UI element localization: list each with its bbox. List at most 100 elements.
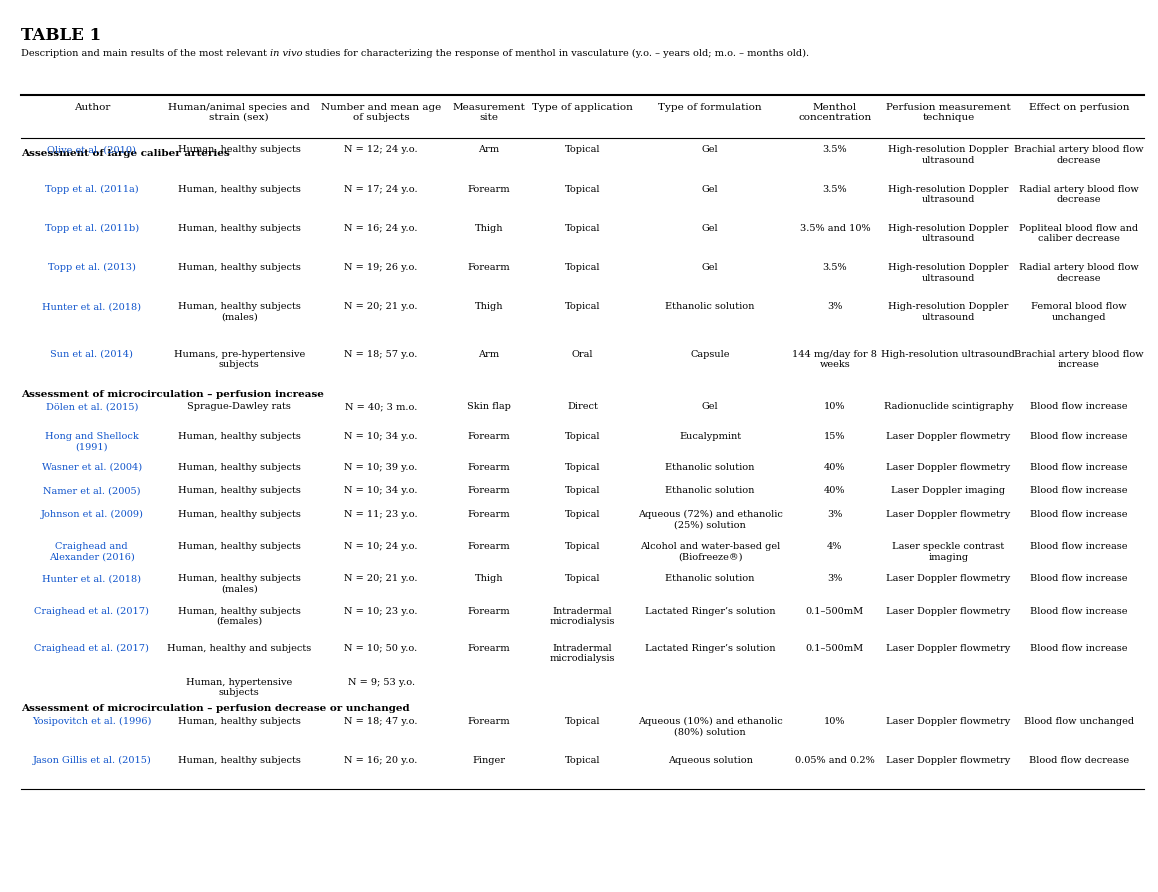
Text: Forearm: Forearm xyxy=(468,510,511,519)
Text: Laser Doppler imaging: Laser Doppler imaging xyxy=(892,486,1005,495)
Text: High-resolution Doppler
ultrasound: High-resolution Doppler ultrasound xyxy=(888,302,1009,322)
Text: Blood flow increase: Blood flow increase xyxy=(1031,402,1128,411)
Text: N = 16; 24 y.o.: N = 16; 24 y.o. xyxy=(344,224,418,233)
Text: N = 20; 21 y.o.: N = 20; 21 y.o. xyxy=(344,302,418,311)
Text: studies for characterizing the response of menthol in vasculature (y.o. – years : studies for characterizing the response … xyxy=(302,49,809,58)
Text: Blood flow increase: Blood flow increase xyxy=(1031,486,1128,495)
Text: Forearm: Forearm xyxy=(468,542,511,551)
Text: 4%: 4% xyxy=(827,542,843,551)
Text: Direct: Direct xyxy=(567,402,598,411)
Text: Topical: Topical xyxy=(565,510,600,519)
Text: Olive et al. (2010): Olive et al. (2010) xyxy=(47,145,137,154)
Text: Ethanolic solution: Ethanolic solution xyxy=(666,302,755,311)
Text: Gel: Gel xyxy=(702,224,718,233)
Text: Jason Gillis et al. (2015): Jason Gillis et al. (2015) xyxy=(32,756,152,764)
Text: Capsule: Capsule xyxy=(690,350,730,359)
Text: Forearm: Forearm xyxy=(468,644,511,653)
Text: Effect on perfusion: Effect on perfusion xyxy=(1028,103,1129,112)
Text: N = 10; 39 y.o.: N = 10; 39 y.o. xyxy=(344,463,418,472)
Text: N = 17; 24 y.o.: N = 17; 24 y.o. xyxy=(344,185,418,194)
Text: Finger: Finger xyxy=(472,756,505,764)
Text: Dölen et al. (2015): Dölen et al. (2015) xyxy=(45,402,138,411)
Text: N = 18; 57 y.o.: N = 18; 57 y.o. xyxy=(344,350,418,359)
Text: Perfusion measurement
technique: Perfusion measurement technique xyxy=(886,103,1011,122)
Text: Topical: Topical xyxy=(565,224,600,233)
Text: N = 12; 24 y.o.: N = 12; 24 y.o. xyxy=(344,145,418,154)
Text: N = 10; 34 y.o.: N = 10; 34 y.o. xyxy=(344,432,418,441)
Text: Topical: Topical xyxy=(565,756,600,764)
Text: Human, healthy subjects: Human, healthy subjects xyxy=(178,486,301,495)
Text: Topical: Topical xyxy=(565,185,600,194)
Text: Topical: Topical xyxy=(565,463,600,472)
Text: Namer et al. (2005): Namer et al. (2005) xyxy=(43,486,140,495)
Text: High-resolution ultrasound: High-resolution ultrasound xyxy=(881,350,1016,359)
Text: Popliteal blood flow and
caliber decrease: Popliteal blood flow and caliber decreas… xyxy=(1019,224,1138,244)
Text: Human, healthy subjects: Human, healthy subjects xyxy=(178,263,301,272)
Text: Human, healthy subjects: Human, healthy subjects xyxy=(178,185,301,194)
Text: Brachial artery blood flow
decrease: Brachial artery blood flow decrease xyxy=(1014,145,1144,165)
Text: Lactated Ringer’s solution: Lactated Ringer’s solution xyxy=(645,644,776,653)
Text: Human, healthy and subjects: Human, healthy and subjects xyxy=(167,644,312,653)
Text: High-resolution Doppler
ultrasound: High-resolution Doppler ultrasound xyxy=(888,224,1009,244)
Text: Sprague-Dawley rats: Sprague-Dawley rats xyxy=(188,402,291,411)
Text: Topical: Topical xyxy=(565,574,600,583)
Text: 10%: 10% xyxy=(824,402,845,411)
Text: Forearm: Forearm xyxy=(468,486,511,495)
Text: Type of application: Type of application xyxy=(532,103,633,112)
Text: 3.5%: 3.5% xyxy=(822,263,848,272)
Text: Thigh: Thigh xyxy=(475,302,503,311)
Text: 144 mg/day for 8
weeks: 144 mg/day for 8 weeks xyxy=(792,350,878,369)
Text: Intradermal
microdialysis: Intradermal microdialysis xyxy=(550,644,615,664)
Text: 40%: 40% xyxy=(824,463,845,472)
Text: Hunter et al. (2018): Hunter et al. (2018) xyxy=(42,574,141,583)
Text: N = 10; 23 y.o.: N = 10; 23 y.o. xyxy=(344,607,418,615)
Text: Hong and Shellock
(1991): Hong and Shellock (1991) xyxy=(45,432,139,451)
Text: 3%: 3% xyxy=(827,574,843,583)
Text: High-resolution Doppler
ultrasound: High-resolution Doppler ultrasound xyxy=(888,263,1009,283)
Text: Laser Doppler flowmetry: Laser Doppler flowmetry xyxy=(886,644,1011,653)
Text: Brachial artery blood flow
increase: Brachial artery blood flow increase xyxy=(1014,350,1144,369)
Text: 15%: 15% xyxy=(824,432,845,441)
Text: Human, healthy subjects: Human, healthy subjects xyxy=(178,510,301,519)
Text: Blood flow increase: Blood flow increase xyxy=(1031,644,1128,653)
Text: Forearm: Forearm xyxy=(468,463,511,472)
Text: Intradermal
microdialysis: Intradermal microdialysis xyxy=(550,607,615,626)
Text: Ethanolic solution: Ethanolic solution xyxy=(666,486,755,495)
Text: Craighead et al. (2017): Craighead et al. (2017) xyxy=(35,644,149,653)
Text: in vivo: in vivo xyxy=(270,49,302,58)
Text: Topp et al. (2011a): Topp et al. (2011a) xyxy=(45,185,139,194)
Text: Topical: Topical xyxy=(565,145,600,154)
Text: Human, healthy subjects: Human, healthy subjects xyxy=(178,756,301,764)
Text: N = 11; 23 y.o.: N = 11; 23 y.o. xyxy=(344,510,418,519)
Text: Type of formulation: Type of formulation xyxy=(658,103,762,112)
Text: Laser Doppler flowmetry: Laser Doppler flowmetry xyxy=(886,510,1011,519)
Text: Radionuclide scintigraphy: Radionuclide scintigraphy xyxy=(884,402,1013,411)
Text: Forearm: Forearm xyxy=(468,432,511,441)
Text: Blood flow increase: Blood flow increase xyxy=(1031,510,1128,519)
Text: Gel: Gel xyxy=(702,263,718,272)
Text: Arm: Arm xyxy=(478,350,499,359)
Text: 3%: 3% xyxy=(827,302,843,311)
Text: Topical: Topical xyxy=(565,432,600,441)
Text: High-resolution Doppler
ultrasound: High-resolution Doppler ultrasound xyxy=(888,185,1009,204)
Text: Author: Author xyxy=(74,103,110,112)
Text: Forearm: Forearm xyxy=(468,263,511,272)
Text: N = 10; 24 y.o.: N = 10; 24 y.o. xyxy=(344,542,418,551)
Text: N = 16; 20 y.o.: N = 16; 20 y.o. xyxy=(344,756,418,764)
Text: Human/animal species and
strain (sex): Human/animal species and strain (sex) xyxy=(168,103,310,122)
Text: Human, healthy subjects: Human, healthy subjects xyxy=(178,432,301,441)
Text: Number and mean age
of subjects: Number and mean age of subjects xyxy=(321,103,441,122)
Text: Blood flow increase: Blood flow increase xyxy=(1031,607,1128,615)
Text: Human, healthy subjects: Human, healthy subjects xyxy=(178,542,301,551)
Text: Topical: Topical xyxy=(565,302,600,311)
Text: Ethanolic solution: Ethanolic solution xyxy=(666,463,755,472)
Text: Assessment of microcirculation – perfusion decrease or unchanged: Assessment of microcirculation – perfusi… xyxy=(21,704,410,713)
Text: Johnson et al. (2009): Johnson et al. (2009) xyxy=(41,510,144,519)
Text: Gel: Gel xyxy=(702,185,718,194)
Text: Human, healthy subjects: Human, healthy subjects xyxy=(178,145,301,154)
Text: Assessment of large caliber arteries: Assessment of large caliber arteries xyxy=(21,149,229,158)
Text: Topp et al. (2011b): Topp et al. (2011b) xyxy=(45,224,139,233)
Text: Laser Doppler flowmetry: Laser Doppler flowmetry xyxy=(886,717,1011,726)
Text: Human, healthy subjects: Human, healthy subjects xyxy=(178,463,301,472)
Text: Laser Doppler flowmetry: Laser Doppler flowmetry xyxy=(886,574,1011,583)
